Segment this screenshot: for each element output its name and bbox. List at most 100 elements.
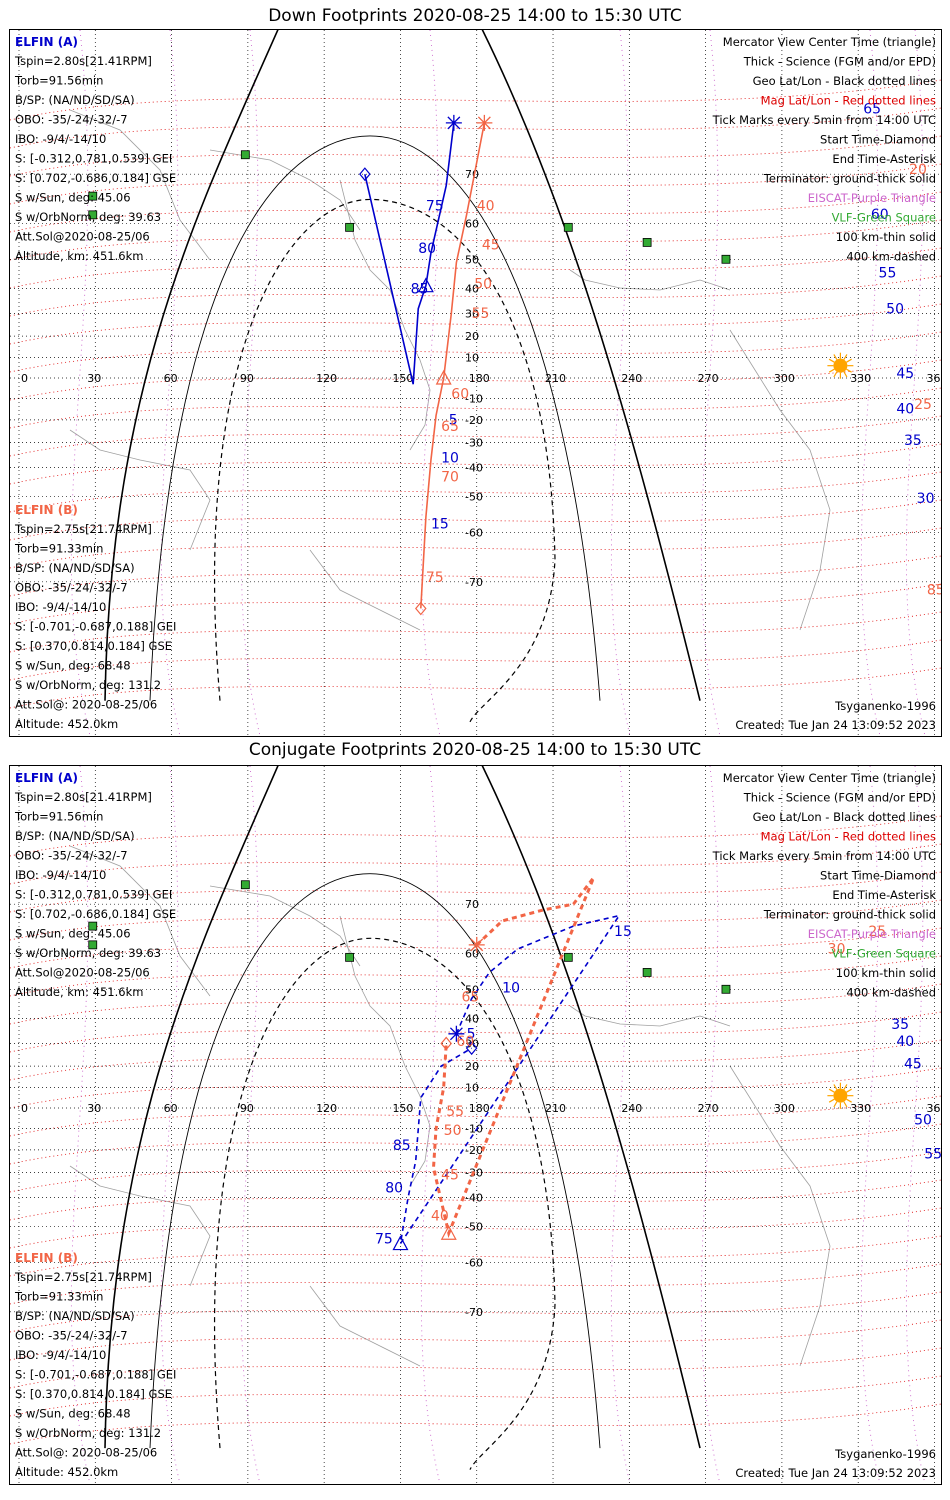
created-label: Created: Tue Jan 24 13:09:52 2023: [735, 1466, 936, 1480]
legend-entry: 400 km-dashed: [846, 986, 936, 1000]
legend-entry: Thick - Science (FGM and/or EPD): [743, 791, 936, 805]
sat-b-info-line: S w/Sun, deg: 68.48: [15, 1407, 131, 1421]
vlf-station-square: [88, 940, 98, 950]
legend-entry: 100 km-thin solid: [836, 230, 936, 244]
mag-latitude-line: [10, 1291, 941, 1333]
mag-latitude-line: [10, 1011, 941, 1053]
sat-a-info-line: Tspin=2.80s[21.41RPM]: [14, 790, 152, 804]
coastline-segment: [69, 845, 211, 997]
legend-entry: 100 km-thin solid: [836, 966, 936, 980]
mag-latitude-line: [10, 499, 941, 541]
sun-ray: [846, 358, 852, 363]
elfin-a-tick-label: 55: [924, 1147, 942, 1163]
sat-b-info-line: IBO: -9/4/-14/10: [15, 1348, 106, 1362]
lon-tick-label: 0: [21, 1102, 28, 1115]
lon-tick-label: 270: [698, 372, 719, 385]
lat-tick-label: 70: [465, 168, 479, 181]
mag-latitude-line: [10, 1067, 941, 1109]
mag-latitude-line: [10, 843, 941, 885]
sun-ray: [828, 1098, 835, 1103]
sun-icon: [833, 358, 848, 373]
lat-tick-label: 60: [465, 947, 479, 960]
elfin-a-tick-label: 5: [449, 412, 458, 428]
mag-latitude-line: [10, 275, 941, 317]
terminator-group: [104, 30, 701, 723]
mag-latitude-line: [10, 815, 941, 857]
sun-ray: [828, 1088, 835, 1093]
start-diamond-icon: [465, 1041, 478, 1056]
elfin-b-tick-label: 45: [441, 1168, 459, 1184]
mag-latitude-line: [10, 1235, 941, 1277]
sat-a-info-line: IBO: -9/4/-14/10: [15, 868, 106, 882]
sat-b-info-line: IBO: -9/4/-14/10: [15, 600, 106, 614]
elfin-b-track: [419, 122, 486, 609]
sat-b-info-line: S w/OrbNorm, deg: 131.2: [15, 1426, 161, 1440]
mag-latitude-line: [10, 303, 941, 345]
mag-latitude-line: [10, 927, 941, 969]
lat-tick-label: -40: [465, 1192, 483, 1205]
footprint-100km: [149, 873, 601, 1449]
coastline-segment: [69, 109, 211, 261]
vlf-station-square: [642, 968, 652, 977]
lon-tick-label: 240: [621, 372, 642, 385]
start-diamond-icon: [359, 167, 371, 182]
sat-a-info-line: IBO: -9/4/-14/10: [15, 132, 106, 146]
sat-a-info-line: B/SP: (NA/ND/SD/SA): [15, 93, 135, 107]
legend-entry: End Time-Asterisk: [832, 152, 936, 166]
terminator-west: [104, 30, 279, 701]
lat-tick-label: 40: [465, 282, 479, 295]
start-diamond-icon: [440, 1036, 453, 1051]
sat-a-info-line: Att.Sol@2020-08-25/06: [15, 230, 150, 244]
down-footprints-map: 0 30 60 90 120 150 180 210 240 270 300 330 360 70 60 50…: [9, 29, 942, 737]
vlf-station-square: [563, 222, 573, 232]
sun-ray: [846, 1098, 852, 1103]
sat-b-info-line: Att.Sol@: 2020-08-25/06: [15, 698, 157, 712]
sat-a-info-line: S w/Sun, deg: 45.06: [15, 191, 131, 205]
sat-a-info-line: Torb=91.56min: [14, 74, 103, 88]
lat-tick-label: 70: [465, 898, 479, 911]
elfin-a-tick-label: 80: [385, 1180, 403, 1196]
mag-grid-group: [10, 79, 941, 709]
elfin-b-tick-label: 65: [461, 990, 479, 1006]
lon-tick-label: 300: [774, 372, 795, 385]
elfin-a-tick-label: 30: [917, 491, 935, 507]
sun-ray: [833, 354, 838, 360]
model-label: Tsyganenko-1996: [834, 699, 936, 713]
lat-tick-label: 50: [465, 253, 479, 266]
sat-a-info-line: S w/Sun, deg: 45.06: [15, 927, 131, 941]
elfin-a-tick-label: 75: [426, 198, 444, 214]
mag-latitude-line: [10, 331, 941, 373]
end-asterisk-icon: [445, 114, 462, 131]
start-diamond-icon: [415, 601, 427, 616]
lon-tick-label: 0: [21, 372, 28, 385]
legend-entry: Terminator: ground-thick solid: [763, 908, 936, 922]
legend-entry: Start Time-Diamond: [820, 133, 936, 147]
sat-b-info-line: Torb=91.33min: [14, 542, 103, 556]
sat-a-info-line: OBO: -35/-24/-32/-7: [15, 113, 128, 127]
footprint-100km: [149, 135, 601, 701]
lon-tick-label: 30: [87, 1102, 101, 1115]
lat-tick-label: 10: [465, 1081, 479, 1094]
legend-entry: Mag Lat/Lon - Red dotted lines: [761, 94, 936, 108]
vlf-station-square: [345, 222, 354, 232]
mag-latitude-line: [10, 1039, 941, 1081]
lon-tick-label: 120: [316, 372, 337, 385]
sun-ray: [828, 368, 835, 373]
elfin-a-track: [399, 914, 621, 1245]
mag-latitude-line: [10, 1207, 941, 1249]
mag-longitude-line: [700, 766, 721, 1484]
lat-tick-label: -70: [465, 1306, 483, 1319]
coastline-segment: [339, 179, 431, 451]
mag-latitude-line: [10, 471, 941, 513]
mag-latitude-line: [10, 1319, 941, 1361]
mag-latitude-line: [10, 107, 941, 149]
lat-tick-label: -70: [465, 576, 483, 589]
footprint-400km: [213, 198, 556, 723]
mag-longitude-line: [610, 766, 631, 1484]
lon-tick-label: 180: [469, 1102, 490, 1115]
sun-ray: [843, 371, 848, 378]
lon-tick-label: 60: [164, 1102, 178, 1115]
sat-a-name: ELFIN (A): [15, 771, 78, 785]
elfin-a-tick-label: 65: [863, 101, 881, 117]
sat-b-info-line: Torb=91.33min: [14, 1290, 103, 1304]
